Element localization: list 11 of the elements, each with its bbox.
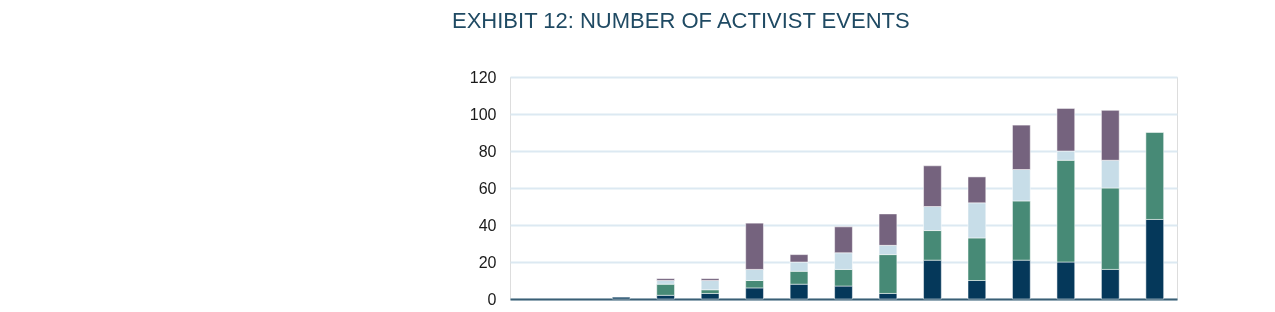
y-tick-label: 60 (478, 179, 497, 197)
y-tick-label: 100 (469, 105, 497, 123)
bar (656, 283, 675, 296)
bar (700, 280, 720, 290)
y-tick-label: 0 (487, 290, 497, 308)
bar (700, 293, 720, 300)
y-tick-label: 80 (478, 142, 497, 160)
chart-title: EXHIBIT 12: NUMBER OF ACTIVIST EVENTS (452, 8, 910, 33)
y-tick-label: 40 (478, 216, 497, 234)
y-tick-label: 20 (478, 253, 497, 271)
y-tick-label: 120 (469, 68, 497, 86)
